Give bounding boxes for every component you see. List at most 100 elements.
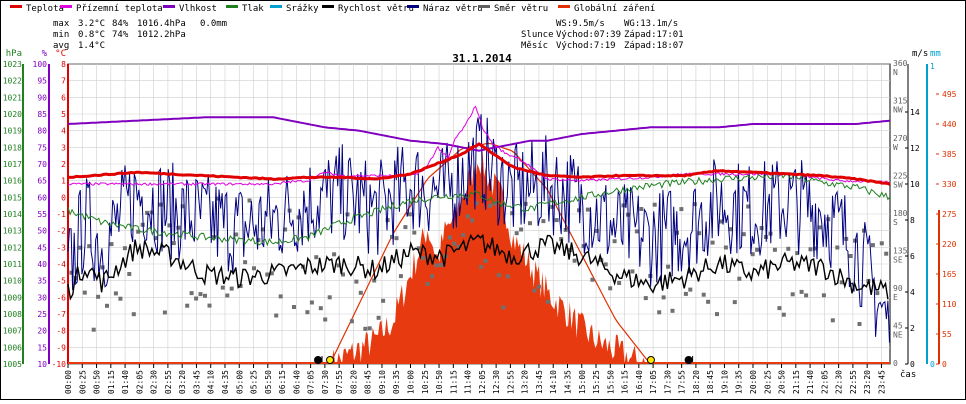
- wind-direction-point: [679, 207, 684, 212]
- wind-direction-point: [501, 305, 506, 310]
- ms-axis-title: m/s: [912, 49, 928, 59]
- dir-tick-label: 90: [893, 284, 903, 293]
- wind-direction-point: [755, 247, 760, 252]
- stats-block: max 3.2°C 84% 1016.4hPa 0.0mm min 0.8°C …: [53, 19, 684, 51]
- hpa-tick-label: 1014: [3, 210, 22, 219]
- hpa-tick-label: 1020: [3, 110, 22, 119]
- legend-swatch-1: [60, 5, 72, 8]
- wind-direction-point: [265, 272, 270, 277]
- x-tick-label: 02:30: [150, 370, 159, 394]
- wind-direction-point: [870, 243, 875, 248]
- wind-direction-point: [728, 227, 733, 232]
- x-tick-label: 04:35: [221, 370, 230, 394]
- x-tick-label: 08:45: [364, 370, 373, 394]
- rad-tick-label: 165: [942, 270, 957, 279]
- wind-direction-point: [581, 244, 586, 249]
- wind-direction-point: [416, 246, 421, 251]
- legend-swatch-0: [10, 5, 22, 8]
- wind-direction-point: [292, 305, 296, 309]
- axes: 00:00 00:25 00:50 01:15 01:40 02:05 02:30 02:55…: [3, 49, 957, 394]
- wind-direction-point: [817, 225, 822, 230]
- wind-direction-point: [180, 204, 185, 209]
- pct-tick-label: 40: [37, 260, 47, 269]
- wind-direction-point: [510, 211, 515, 216]
- mm-tick-label: 1: [930, 62, 935, 71]
- wind-direction-point: [358, 290, 363, 295]
- wind-direction-point: [594, 228, 599, 233]
- hpa-tick-label: 1013: [3, 227, 22, 236]
- wind-direction-point: [683, 291, 688, 296]
- legend-swatch-3: [226, 5, 238, 8]
- x-tick-label: 09:10: [378, 370, 387, 394]
- hpa-tick-label: 1021: [3, 93, 22, 102]
- ms-tick-label: 14: [910, 108, 920, 117]
- mm-axis-title: mm: [930, 49, 941, 59]
- dir-tick-label: 0: [893, 359, 898, 368]
- x-tick-label: 07:55: [335, 370, 344, 394]
- x-tick-label: 17:55: [678, 370, 687, 394]
- legend-label-0: Teplota: [26, 4, 64, 14]
- wind-direction-point: [234, 232, 239, 237]
- legend-label-4: Srážky: [286, 4, 319, 14]
- wind-direction-point: [283, 227, 288, 232]
- celsius-tick-label: -9: [56, 343, 66, 352]
- wind-direction-point: [666, 264, 671, 269]
- x-tick-label: 19:10: [720, 370, 729, 394]
- x-tick-label: 07:30: [321, 370, 330, 394]
- wind-direction-point: [327, 295, 332, 300]
- hpa-axis-title: hPa: [6, 49, 22, 59]
- wind-direction-point: [554, 218, 559, 223]
- x-tick-label: 05:50: [264, 370, 273, 394]
- wind-direction-point: [643, 296, 648, 301]
- x-tick-label: 10:25: [421, 370, 430, 394]
- wind-direction-point: [394, 236, 399, 241]
- x-tick-label: 05:00: [235, 370, 244, 394]
- wind-direction-point: [252, 266, 256, 271]
- wind-direction-point: [505, 274, 510, 279]
- legend-swatch-8: [558, 5, 570, 8]
- ms-tick-label: 12: [910, 144, 920, 153]
- sunset-marker: [646, 356, 655, 364]
- ms-tick-label: 6: [910, 252, 915, 261]
- celsius-tick-label: 0: [61, 193, 66, 202]
- wind-direction-point: [439, 263, 443, 268]
- celsius-tick-label: -3: [56, 243, 66, 252]
- pct-tick-label: 65: [37, 177, 47, 186]
- sunrise-marker: [326, 356, 335, 364]
- stats-sun-label: Slunce: [521, 30, 554, 40]
- pressure-line: [67, 172, 891, 247]
- hpa-tick-label: 1022: [3, 77, 22, 86]
- wind-direction-point: [96, 294, 101, 299]
- x-tick-label: 21:40: [806, 370, 815, 394]
- dir-tick-name: E: [893, 293, 898, 302]
- wind-direction-point: [536, 284, 541, 289]
- wind-direction-point: [786, 246, 791, 251]
- x-tick-label: 01:15: [107, 370, 116, 394]
- dir-tick-label: 315: [893, 97, 908, 106]
- wind-direction-point: [701, 292, 706, 297]
- wind-direction-point: [425, 281, 430, 286]
- moonrise-marker: [314, 356, 323, 364]
- wind-direction-point: [456, 244, 461, 249]
- pct-tick-label: 45: [37, 243, 47, 252]
- wind-direction-point: [706, 299, 711, 304]
- stats-max-temp: 3.2°C: [78, 19, 105, 29]
- celsius-tick-label: -2: [56, 227, 66, 236]
- x-tick-label: 12:30: [492, 370, 501, 394]
- stats-max-rain: 0.0mm: [200, 19, 227, 29]
- wind-direction-point: [759, 226, 764, 230]
- x-tick-label: 11:15: [449, 370, 458, 394]
- wind-direction-point: [381, 298, 386, 303]
- chart-title: 31.1.2014: [452, 52, 512, 65]
- hpa-tick-label: 1018: [3, 143, 22, 152]
- stats-ws: WS:9.5m/s: [556, 19, 605, 29]
- wind-direction-point: [136, 229, 141, 234]
- rad-tick-label: 385: [942, 150, 957, 159]
- x-tick-label: 00:50: [93, 370, 102, 394]
- wind-direction-point: [741, 232, 746, 237]
- wind-direction-point: [82, 290, 87, 295]
- temperature-line: [67, 142, 891, 186]
- hpa-tick-label: 1006: [3, 343, 22, 352]
- wind-speed-line: [67, 233, 889, 301]
